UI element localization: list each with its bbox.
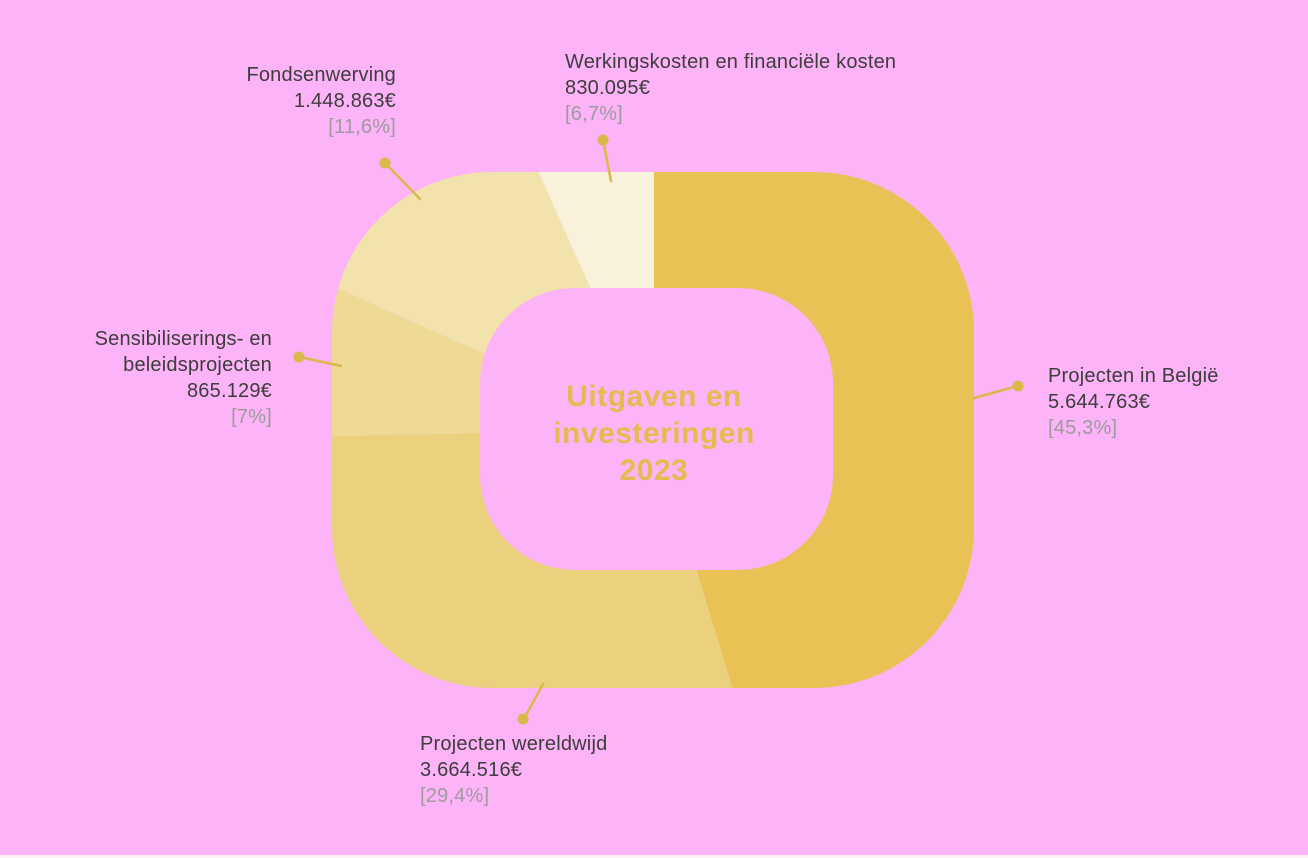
leader-dot-icon [597,134,609,146]
leader-sensibiliserings [293,351,343,368]
leader-dot-icon [1012,380,1024,392]
slice-label-werkingskosten: Werkingskosten en financiële kosten 830.… [565,49,995,127]
slice-label-projecten-wereldwijd: Projecten wereldwijd 3.664.516€ [29,4%] [420,731,700,809]
slice-label-sensibiliserings: Sensibiliserings- en beleidsprojecten 86… [62,326,272,430]
pie-segment-4 [332,172,654,430]
leader-projecten-wereldwijd [517,682,545,725]
slice-percent: [11,6%] [328,116,396,138]
leader-fondsenwerving [379,157,422,201]
slice-label-fondsenwerving: Fondsenwerving 1.448.863€ [11,6%] [186,62,396,140]
slice-value: 830.095€ [565,77,651,99]
leader-dot-icon [379,157,391,169]
page-bottom-divider [0,855,1308,858]
leader-dot-icon [293,351,305,363]
chart-title-line-2: investeringen [553,417,755,450]
slice-percent: [7%] [231,406,272,428]
slice-name: Projecten in België [1048,365,1219,387]
chart-title-line-1: Uitgaven en [566,380,742,413]
slice-value: 5.644.763€ [1048,391,1151,413]
chart-title-line-3: 2023 [619,454,689,487]
pie-segment-3 [332,172,654,444]
chart-center-title: Uitgaven en investeringen 2023 [452,378,856,489]
slice-name: Fondsenwerving [246,64,396,86]
slice-value: 3.664.516€ [420,759,523,781]
slice-percent: [45,3%] [1048,417,1118,439]
slice-value: 1.448.863€ [293,90,396,112]
slice-percent: [29,4%] [420,785,490,807]
pie-segment-2 [332,430,858,688]
slice-name: Sensibiliserings- en beleidsprojecten [94,328,272,376]
leader-projecten-belgie [972,380,1024,400]
slice-name: Werkingskosten en financiële kosten [565,51,897,73]
leader-dot-icon [517,713,529,725]
slice-percent: [6,7%] [565,103,623,125]
slice-label-projecten-belgie: Projecten in België 5.644.763€ [45,3%] [1048,363,1308,441]
leader-werkingskosten [597,134,613,183]
slice-value: 865.129€ [186,380,272,402]
slice-name: Projecten wereldwijd [420,733,608,755]
pie-segment-5 [367,172,654,430]
